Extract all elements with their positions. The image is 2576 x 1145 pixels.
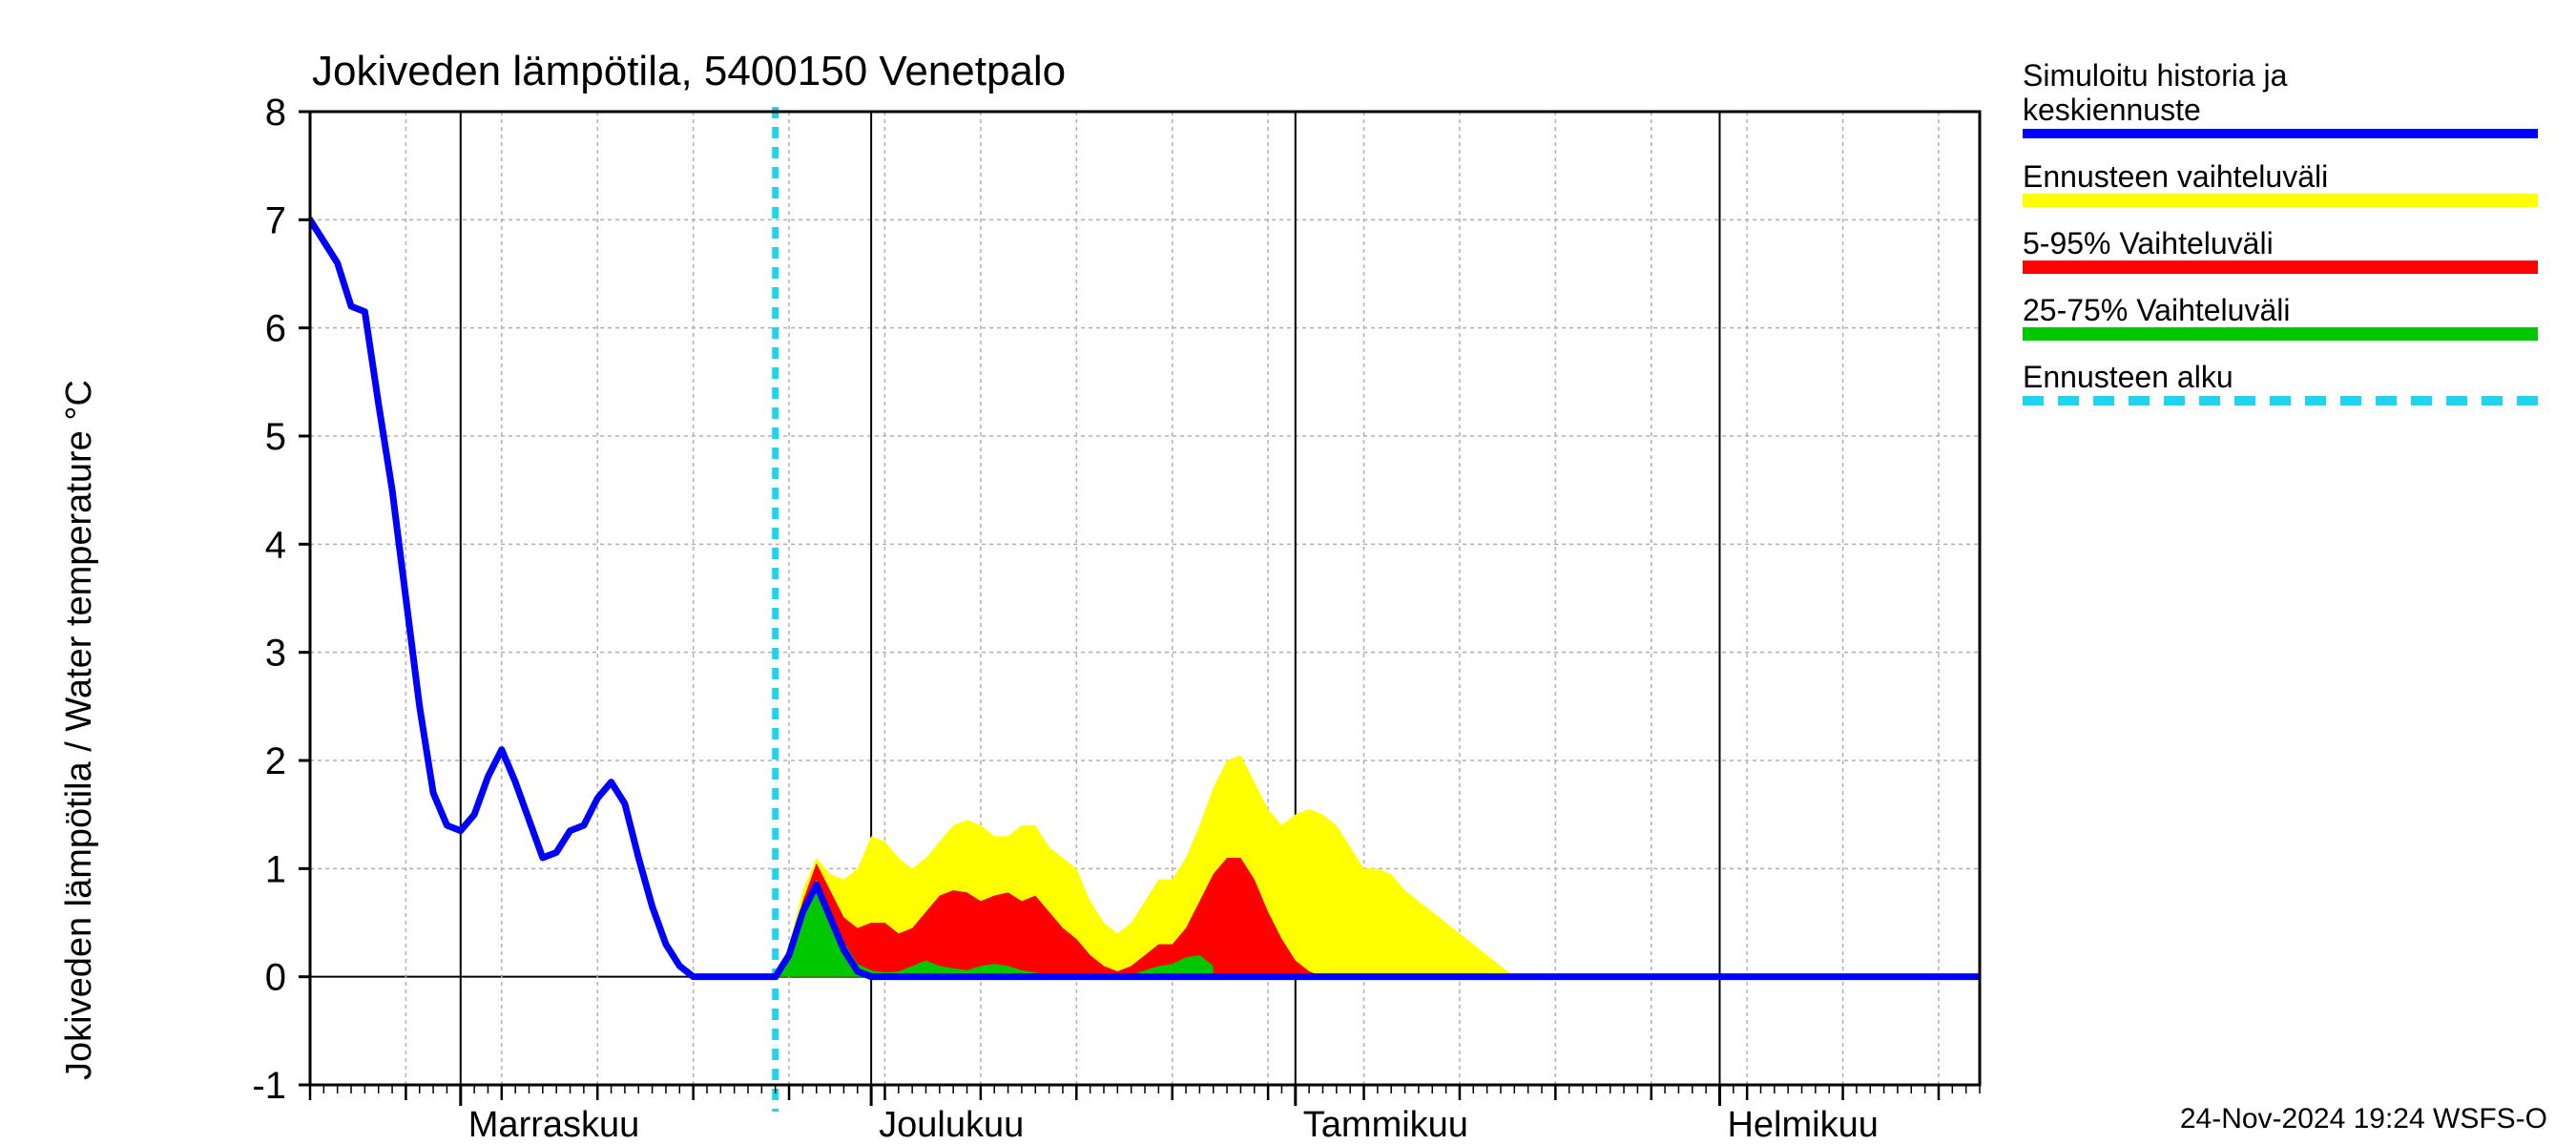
x-month-top: Tammikuu bbox=[1303, 1105, 1468, 1145]
y-tick-label: 2 bbox=[265, 740, 286, 782]
chart-wrap: -1012345678Marraskuu2024JoulukuuDecember… bbox=[0, 0, 2576, 1145]
legend-swatch-block bbox=[2023, 260, 2538, 274]
legend-swatch-block bbox=[2023, 327, 2538, 341]
x-month-top: Helmikuu bbox=[1727, 1105, 1878, 1145]
legend-label: 5-95% Vaihteluväli bbox=[2023, 226, 2274, 260]
legend-label: keskiennuste bbox=[2023, 93, 2201, 127]
x-month-top: Joulukuu bbox=[879, 1105, 1024, 1145]
x-month-top: Marraskuu bbox=[468, 1105, 639, 1145]
legend-label: Simuloitu historia ja bbox=[2023, 58, 2288, 93]
y-tick-label: 1 bbox=[265, 848, 286, 890]
y-tick-label: -1 bbox=[252, 1065, 286, 1107]
legend-label: Ennusteen alku bbox=[2023, 360, 2233, 394]
chart-title: Jokiveden lämpötila, 5400150 Venetpalo bbox=[312, 48, 1066, 94]
y-tick-label: 3 bbox=[265, 633, 286, 675]
legend-label: 25-75% Vaihteluväli bbox=[2023, 293, 2290, 327]
y-tick-label: 5 bbox=[265, 416, 286, 458]
y-tick-label: 7 bbox=[265, 199, 286, 241]
y-tick-label: 0 bbox=[265, 957, 286, 999]
legend-label: Ennusteen vaihteluväli bbox=[2023, 159, 2328, 194]
y-tick-label: 4 bbox=[265, 524, 286, 566]
legend-swatch-block bbox=[2023, 194, 2538, 207]
chart-svg: -1012345678Marraskuu2024JoulukuuDecember… bbox=[0, 0, 2576, 1145]
y-tick-label: 8 bbox=[265, 92, 286, 134]
y-tick-label: 6 bbox=[265, 308, 286, 350]
y-axis-label: Jokiveden lämpötila / Water temperature … bbox=[59, 380, 99, 1080]
timestamp: 24-Nov-2024 19:24 WSFS-O bbox=[2180, 1103, 2547, 1135]
